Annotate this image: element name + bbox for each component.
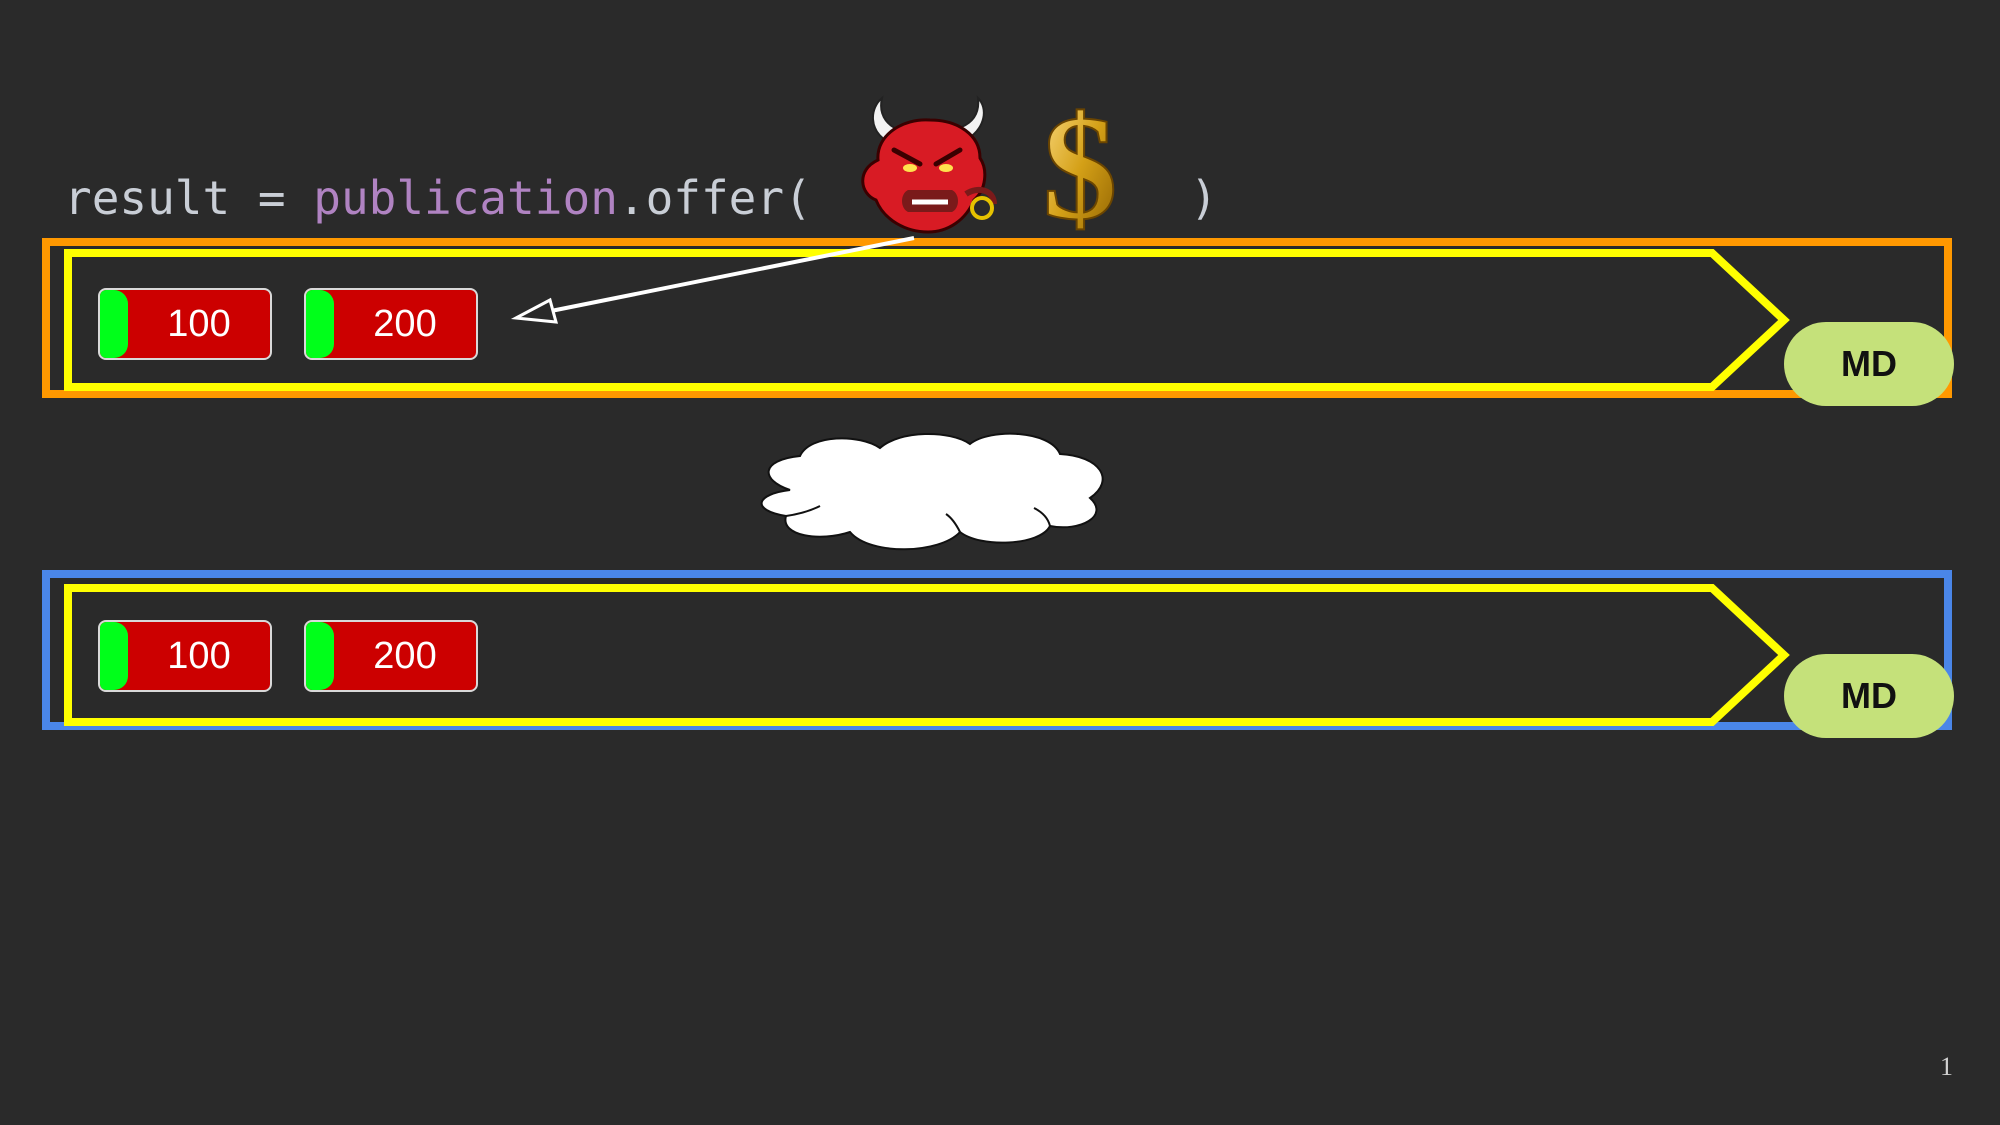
slide-number: 1 bbox=[1940, 1052, 1953, 1081]
message-header bbox=[100, 622, 128, 690]
subscriber-message-100: 100 bbox=[98, 620, 272, 692]
message-value: 100 bbox=[167, 634, 231, 677]
offer-arrow bbox=[510, 236, 915, 324]
code-prefix: result = bbox=[64, 171, 314, 225]
svg-text:$: $ bbox=[1043, 90, 1118, 240]
dollar-icon: $ bbox=[1042, 90, 1119, 240]
publisher-log-outline bbox=[64, 249, 1790, 391]
message-header bbox=[306, 622, 334, 690]
code-close-paren: ) bbox=[1190, 171, 1218, 225]
code-expression: result = publication.offer( bbox=[64, 168, 812, 228]
bull-icon bbox=[861, 95, 997, 234]
message-header bbox=[306, 290, 334, 358]
message-value: 100 bbox=[167, 302, 231, 345]
code-object: publication bbox=[313, 171, 618, 225]
subscriber-log-outline bbox=[64, 584, 1790, 726]
subscriber-md-badge: MD bbox=[1784, 654, 1954, 738]
subscriber-message-200: 200 bbox=[304, 620, 478, 692]
publisher-message-200: 200 bbox=[304, 288, 478, 360]
cloud-icon bbox=[760, 432, 1104, 551]
publisher-frame bbox=[42, 238, 1952, 398]
publisher-message-100: 100 bbox=[98, 288, 272, 360]
message-value: 200 bbox=[373, 634, 437, 677]
code-method: .offer( bbox=[617, 171, 812, 225]
message-header bbox=[100, 290, 128, 358]
publisher-md-badge: MD bbox=[1784, 322, 1954, 406]
message-value: 200 bbox=[373, 302, 437, 345]
